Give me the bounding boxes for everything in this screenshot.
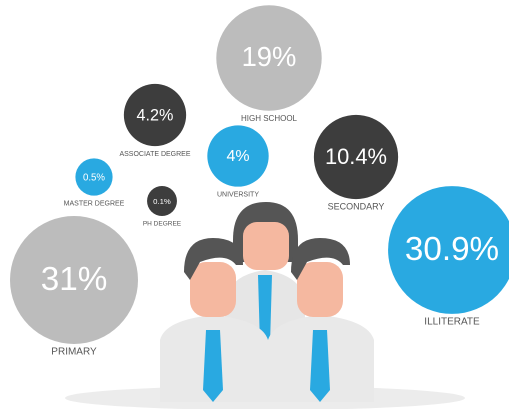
value-label: 4% [226, 148, 249, 165]
value-label: 31% [41, 261, 108, 298]
value-label: 30.9% [405, 231, 499, 268]
bubble [216, 5, 322, 111]
category-label: UNIVERSITY [217, 192, 259, 199]
tie [203, 330, 223, 402]
bubble [75, 158, 113, 196]
hair [184, 238, 243, 280]
value-label: 0.1% [153, 197, 171, 206]
value-label: 10.4% [325, 144, 387, 169]
face [190, 262, 236, 317]
bubble [123, 83, 187, 147]
value-label: 19% [242, 41, 297, 72]
category-label: PRIMARY [51, 347, 97, 358]
bubble [207, 125, 269, 187]
bubble [147, 186, 177, 216]
people-illustration [65, 202, 465, 409]
category-label: PH DEGREE [143, 221, 182, 228]
hair [291, 238, 350, 280]
category-label: SECONDARY [328, 201, 385, 211]
face [243, 222, 289, 270]
category-label: HIGH SCHOOL [241, 114, 298, 123]
category-label: ILLITERATE [424, 317, 480, 328]
bubble [313, 114, 399, 200]
face [297, 262, 343, 317]
value-label: 0.5% [83, 173, 105, 184]
category-label: MASTER DEGREE [64, 200, 125, 207]
value-label: 4.2% [137, 106, 174, 124]
category-label: ASSOCIATE DEGREE [119, 151, 190, 158]
tie [310, 330, 330, 402]
bubble [388, 186, 509, 314]
bubble [10, 216, 138, 344]
